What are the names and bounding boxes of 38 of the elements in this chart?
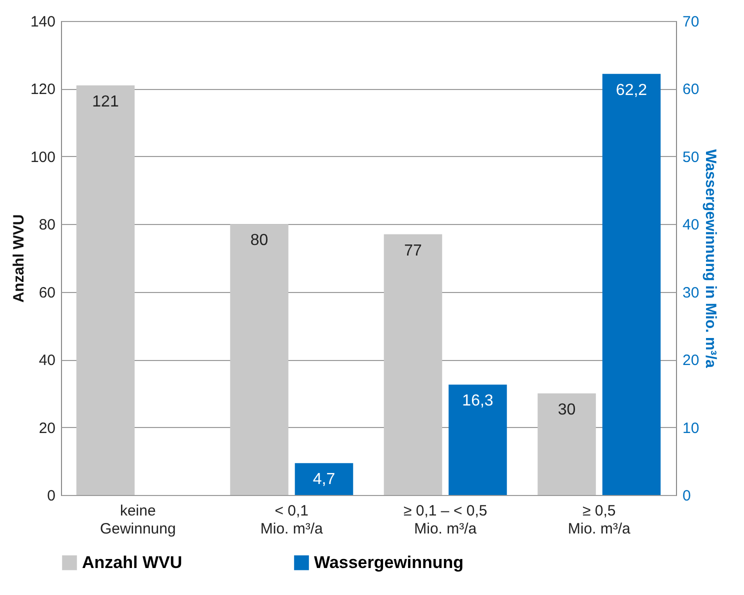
y2-tick-label: 40 (682, 216, 700, 234)
y2-tick-label: 30 (682, 284, 700, 302)
data-label: 80 (250, 232, 268, 250)
x-tick-label: ≥ 0,1 – < 0,5 Mio. m³/a (404, 502, 488, 538)
data-label: 121 (92, 93, 119, 110)
y2-tick-label: 0 (682, 488, 691, 504)
y-tick-label: 40 (38, 352, 56, 370)
data-label: 30 (558, 401, 576, 418)
data-label: 77 (404, 242, 422, 260)
y2-tick-label: 10 (682, 420, 700, 437)
bar (448, 384, 507, 495)
legend-label: Anzahl WVU (82, 552, 182, 572)
data-label: 62,2 (616, 82, 648, 99)
bar (602, 74, 661, 495)
y-tick-label: 60 (38, 284, 56, 302)
y-axis-title: Anzahl WVU (10, 214, 28, 303)
data-label: 4,7 (312, 471, 336, 488)
x-tick-label: < 0,1 Mio. m³/a (260, 502, 324, 538)
y-tick-label: 80 (38, 216, 56, 234)
bar (294, 463, 354, 495)
bar (384, 234, 442, 495)
y-tick-label: 20 (38, 420, 56, 437)
bar (538, 393, 596, 495)
y-tick-label: 0 (47, 488, 56, 504)
x-tick-label: keine Gewinnung (100, 502, 176, 538)
y2-tick-label: 60 (682, 81, 700, 98)
bar (76, 85, 135, 495)
y-tick-label: 100 (30, 148, 56, 166)
y-tick-label: 140 (30, 14, 56, 30)
bar (230, 224, 288, 495)
y-tick-label: 120 (30, 81, 56, 98)
y2-tick-label: 20 (682, 352, 700, 370)
y2-tick-label: 50 (682, 148, 700, 166)
y2-axis-title: Wassergewinnung in Mio. m³/a (702, 149, 720, 368)
x-tick-label: ≥ 0,5 Mio. m³/a (568, 502, 632, 538)
data-label: 16,3 (462, 392, 494, 410)
legend-label: Wassergewinnung (314, 552, 464, 572)
y2-tick-label: 70 (682, 14, 700, 30)
